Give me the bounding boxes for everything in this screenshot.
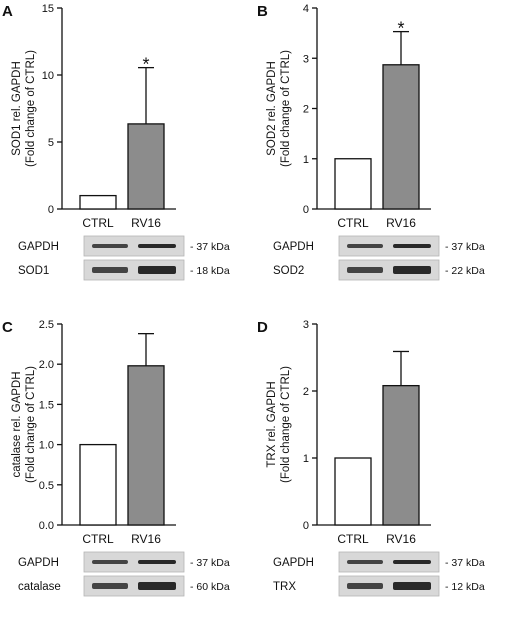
significance-marker: * (397, 19, 404, 39)
bar-rv16 (382, 384, 420, 526)
blot-band-rv16 (138, 266, 176, 274)
y-axis-label-secondary: (Fold change of CTRL) (280, 366, 292, 483)
bar-ctrl (79, 443, 117, 526)
blot-label: GAPDH (18, 241, 59, 253)
blot-kda-label: - 18 kDa (190, 265, 230, 277)
x-tick-label: RV16 (386, 216, 416, 230)
blot-band-rv16 (393, 582, 431, 590)
y-tick-label: 2 (303, 104, 309, 116)
y-tick-label: 4 (303, 3, 309, 15)
y-tick-label: 1 (303, 453, 309, 465)
significance-marker: * (142, 55, 149, 75)
blot-band-ctrl (347, 244, 383, 248)
blot-band-ctrl (347, 583, 383, 589)
x-tick-label: CTRL (82, 532, 114, 546)
blot-kda-label: - 37 kDa (445, 557, 485, 569)
blot-band-rv16 (138, 244, 176, 248)
y-tick-label: 0.0 (39, 520, 54, 532)
blot-band-ctrl (92, 583, 128, 589)
y-tick-label: 3 (303, 53, 309, 65)
blot-band-rv16 (138, 560, 176, 564)
y-tick-label: 10 (42, 70, 54, 82)
bar-rv16 (127, 365, 165, 526)
blot-band-ctrl (347, 267, 383, 273)
chart-d: D TRX rel. GAPDH (Fold change of CTRL) 0 1 2 3… (257, 319, 485, 597)
blot-band-rv16 (393, 244, 431, 248)
y-tick-label: 5 (48, 137, 54, 149)
blot-label: GAPDH (18, 557, 59, 569)
blot-strip (338, 235, 440, 257)
blot-band-rv16 (393, 266, 431, 274)
panel-d: D TRX rel. GAPDH (Fold change of CTRL) 0 1 2 3… (255, 316, 510, 632)
panel-b: B SOD2 rel. GAPDH (Fold change of CTRL) 0 1 2… (255, 0, 510, 316)
y-tick-label: 1.0 (39, 440, 54, 452)
y-tick-label: 0 (303, 520, 309, 532)
chart-a: A SOD1 rel. GAPDH (Fold change of CTRL) 0 5 1… (2, 3, 230, 281)
y-tick-label: 0 (48, 204, 54, 216)
blot-kda-label: - 37 kDa (190, 557, 230, 569)
blot-band-ctrl (92, 560, 128, 564)
y-axis-label-secondary: (Fold change of CTRL) (25, 366, 37, 483)
bar-rv16 (127, 123, 165, 210)
blot-label: GAPDH (273, 557, 314, 569)
y-axis-label: TRX rel. GAPDH (266, 381, 278, 467)
panel-letter: B (257, 3, 268, 20)
blot-strip (83, 551, 185, 573)
x-tick-label: CTRL (337, 216, 369, 230)
panel-letter: D (257, 319, 268, 336)
blot-strip (338, 551, 440, 573)
x-tick-label: CTRL (337, 532, 369, 546)
blot-label: GAPDH (273, 241, 314, 253)
blot-band-rv16 (393, 560, 431, 564)
blot-label: catalase (18, 581, 61, 593)
y-axis-label: SOD2 rel. GAPDH (266, 61, 278, 156)
blot-label: TRX (273, 581, 296, 593)
panel-letter: A (2, 3, 13, 20)
x-tick-label: RV16 (131, 532, 161, 546)
panel-a: A SOD1 rel. GAPDH (Fold change of CTRL) 0 5 1… (0, 0, 255, 316)
blot-band-ctrl (92, 267, 128, 273)
y-tick-label: 0 (303, 204, 309, 216)
blot-kda-label: - 37 kDa (445, 241, 485, 253)
blot-kda-label: - 22 kDa (445, 265, 485, 277)
blot-kda-label: - 12 kDa (445, 581, 485, 593)
bar-ctrl (334, 457, 372, 526)
blot-band-rv16 (138, 582, 176, 590)
y-axis-label: SOD1 rel. GAPDH (11, 61, 23, 156)
y-tick-label: 2 (303, 386, 309, 398)
chart-b: B SOD2 rel. GAPDH (Fold change of CTRL) 0 1 2… (257, 3, 485, 281)
y-axis-label-secondary: (Fold change of CTRL) (25, 50, 37, 167)
y-tick-label: 0.5 (39, 480, 54, 492)
bar-ctrl (79, 194, 117, 210)
y-tick-label: 1.5 (39, 399, 54, 411)
bar-rv16 (382, 64, 420, 210)
x-tick-label: CTRL (82, 216, 114, 230)
blot-band-ctrl (92, 244, 128, 248)
blot-label: SOD2 (273, 265, 304, 277)
blot-kda-label: - 37 kDa (190, 241, 230, 253)
y-tick-label: 2.0 (39, 359, 54, 371)
y-tick-label: 3 (303, 319, 309, 331)
blot-strip (83, 259, 185, 281)
blot-kda-label: - 60 kDa (190, 581, 230, 593)
x-tick-label: RV16 (131, 216, 161, 230)
panel-letter: C (2, 319, 13, 336)
blot-strip (338, 259, 440, 281)
y-axis-label: catalase rel. GAPDH (11, 371, 23, 477)
blot-strip (83, 235, 185, 257)
y-axis-label-secondary: (Fold change of CTRL) (280, 50, 292, 167)
blot-strip (338, 575, 440, 597)
blot-label: SOD1 (18, 265, 49, 277)
y-tick-label: 2.5 (39, 319, 54, 331)
blot-band-ctrl (347, 560, 383, 564)
blot-strip (83, 575, 185, 597)
y-tick-label: 1 (303, 154, 309, 166)
y-tick-label: 15 (42, 3, 54, 15)
bar-ctrl (334, 158, 372, 210)
x-tick-label: RV16 (386, 532, 416, 546)
